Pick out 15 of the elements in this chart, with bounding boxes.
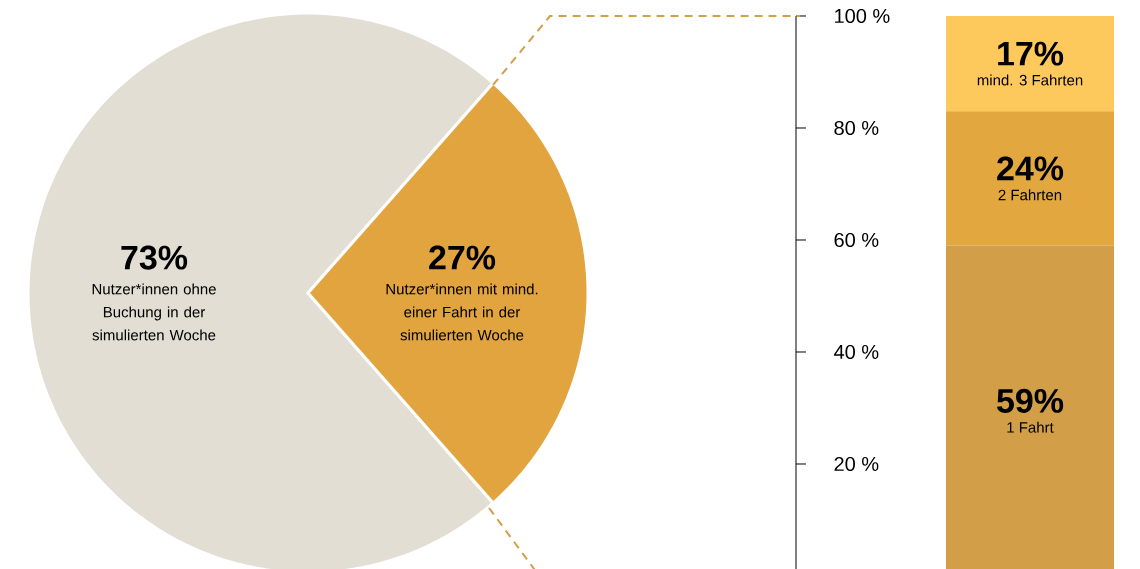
data-label: 24% — [997, 156, 1064, 181]
y-tick-label: 100 % — [835, 8, 890, 24]
slice-label: Nutzer*innen ohne Buchung in der simulierten Woche — [92, 283, 216, 341]
data-label: 17% — [998, 41, 1064, 66]
y-tick-label: 40 % — [833, 344, 879, 360]
data-label: 59% — [997, 388, 1064, 413]
data-label: 73% — [121, 245, 188, 270]
series-label: mind. 3 Fahrten — [977, 74, 1083, 86]
y-tick-label: 60 % — [834, 232, 879, 248]
series-label: 2 Fahrten — [998, 189, 1062, 201]
y-tick-label: 20 % — [834, 456, 879, 472]
data-label: 27% — [429, 245, 496, 270]
slice-label: Nutzer*innen mit mind. einer Fahrt in der simulierten Woche — [386, 283, 538, 341]
series-label: 1 Fahrt — [1007, 421, 1054, 433]
y-tick-label: 80 % — [834, 120, 879, 136]
